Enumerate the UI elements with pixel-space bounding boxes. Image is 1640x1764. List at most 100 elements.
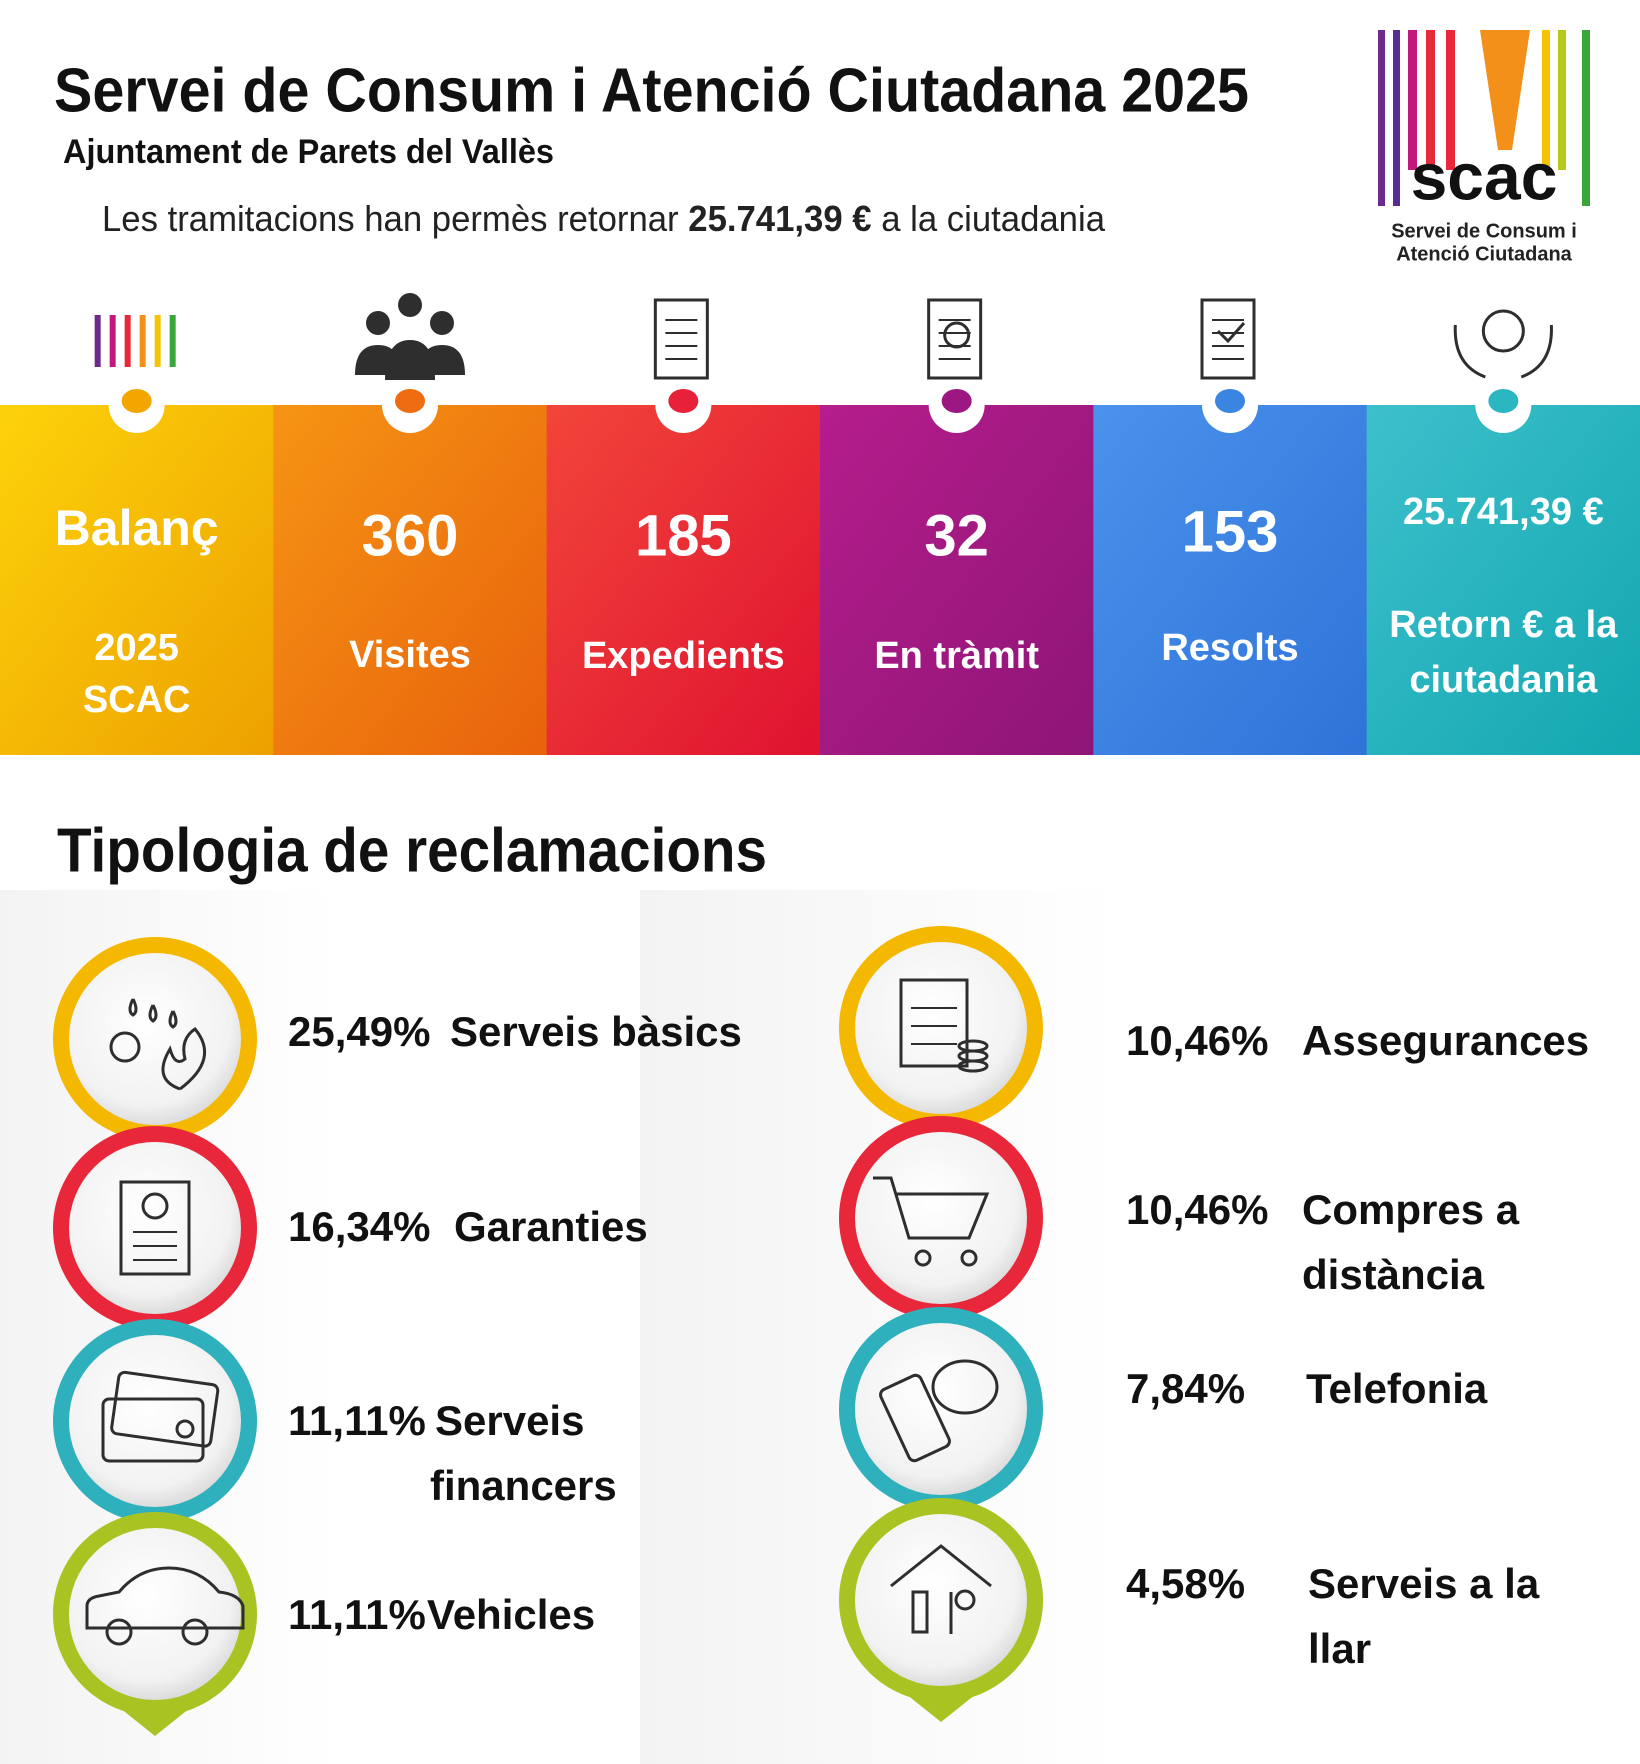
summary: Les tramitacions han permès retornar 25.… xyxy=(102,198,1106,239)
icon-part xyxy=(109,315,116,367)
icon-part xyxy=(161,1027,206,1091)
item-label: Telefonia xyxy=(1306,1365,1488,1412)
panel-value: 153 xyxy=(1182,499,1279,564)
logo-bar xyxy=(1446,30,1455,170)
summary-text: a la ciutadania xyxy=(881,198,1106,239)
item-label: Garanties xyxy=(454,1203,648,1250)
icon-part xyxy=(85,1566,245,1630)
item-icon xyxy=(873,1176,990,1267)
panel-label: Retorn € a la xyxy=(1389,604,1618,646)
panel-label: ciutadania xyxy=(1409,659,1598,701)
item-percent: 4,58% xyxy=(1126,1560,1245,1607)
icon-part xyxy=(1216,322,1246,344)
item-label: Serveis xyxy=(435,1397,584,1444)
summary-amount: 25.741,39 € xyxy=(688,198,871,239)
item-icon-bg xyxy=(69,1142,241,1314)
icon-part xyxy=(1200,298,1256,380)
item-percent: 11,11% xyxy=(288,1591,426,1638)
icon-part xyxy=(110,1370,220,1448)
icon-part xyxy=(101,1397,205,1463)
panel-icon xyxy=(94,315,176,367)
icon-part xyxy=(430,311,454,335)
item-label: Vehicles xyxy=(427,1591,595,1638)
stat-panel xyxy=(546,405,821,755)
item-percent: 16,34% xyxy=(288,1203,430,1250)
logo-bar xyxy=(1426,30,1435,170)
icon-part xyxy=(653,298,709,380)
item-percent: 25,49% xyxy=(288,1008,430,1055)
icon-part xyxy=(914,1249,932,1267)
icon-part xyxy=(109,1031,141,1063)
item-label: financers xyxy=(430,1462,617,1509)
icon-part xyxy=(873,1176,990,1240)
panel-dot xyxy=(395,389,425,413)
panel-label: En tràmit xyxy=(874,635,1039,677)
icon-part xyxy=(366,311,390,335)
icon-part xyxy=(927,298,983,380)
icon-part xyxy=(181,1618,209,1646)
icon-part xyxy=(931,1359,999,1415)
item-percent: 10,46% xyxy=(1126,1186,1268,1233)
item-percent: 11,11% xyxy=(288,1397,426,1444)
icon-part xyxy=(398,293,422,317)
item-label: llar xyxy=(1308,1625,1371,1672)
icon-part xyxy=(124,315,131,367)
icon-part xyxy=(1481,309,1525,353)
panel-value: 360 xyxy=(362,503,459,568)
icon-part xyxy=(168,1010,178,1029)
logo-wordmark: scac xyxy=(1411,139,1558,213)
icon-part xyxy=(355,340,465,380)
icon-part xyxy=(954,1589,976,1611)
logo-bar xyxy=(1582,30,1590,206)
logo-bar xyxy=(1542,30,1550,170)
item-icon xyxy=(890,1544,992,1634)
icon-part xyxy=(943,321,971,349)
item-label: distància xyxy=(1302,1251,1485,1298)
logo-caption: Servei de Consum i xyxy=(1391,220,1577,242)
logo-bar xyxy=(1393,30,1400,206)
title: Servei de Consum i Atenció Ciutadana 202… xyxy=(54,56,1249,125)
item-label: Compres a xyxy=(1302,1186,1520,1233)
panel-label: Visites xyxy=(349,634,471,676)
logo-bar xyxy=(1558,30,1566,170)
icon-part xyxy=(128,998,138,1017)
panel-icon xyxy=(653,298,709,380)
icon-part xyxy=(105,1618,133,1646)
panel-value: 32 xyxy=(924,503,989,568)
panel-value: 185 xyxy=(635,503,732,568)
icon-part xyxy=(141,1192,169,1220)
item-icon-bg xyxy=(855,1132,1027,1304)
panel-dot xyxy=(121,389,152,413)
logo-bar xyxy=(1408,30,1417,170)
section-title: Tipologia de reclamacions xyxy=(57,816,767,885)
panel-label: Expedients xyxy=(582,635,785,677)
icon-part xyxy=(1453,324,1553,379)
item-icon xyxy=(879,1359,999,1463)
item-icon-bg xyxy=(855,942,1027,1114)
logo-wedge xyxy=(1480,30,1530,150)
item-icon-bg xyxy=(69,953,241,1125)
panel-dot xyxy=(668,389,699,413)
stat-panel xyxy=(820,405,1095,755)
stat-panel xyxy=(1366,405,1640,755)
logo: scac Servei de Consum i Atenció Ciutadan… xyxy=(1378,30,1590,265)
item-percent: 7,84% xyxy=(1126,1365,1245,1412)
item-percent: 10,46% xyxy=(1126,1017,1268,1064)
icon-part xyxy=(139,315,146,367)
panel-icon xyxy=(1200,298,1256,380)
panel-dot xyxy=(1215,389,1245,413)
icon-part xyxy=(94,315,101,367)
item-label: Assegurances xyxy=(1302,1017,1589,1064)
panel-icon xyxy=(1453,309,1553,379)
icon-part xyxy=(175,1419,195,1439)
item-icon-bg xyxy=(855,1323,1027,1495)
panel-label: Resolts xyxy=(1161,627,1298,669)
panel-dot xyxy=(1488,389,1519,413)
summary-text: Les tramitacions han permès retornar xyxy=(102,198,679,239)
panel-icon xyxy=(355,293,465,380)
panel-icon xyxy=(927,298,983,380)
icon-part xyxy=(899,978,969,1068)
icon-part xyxy=(957,1039,989,1053)
item-icon-bg xyxy=(855,1514,1027,1686)
